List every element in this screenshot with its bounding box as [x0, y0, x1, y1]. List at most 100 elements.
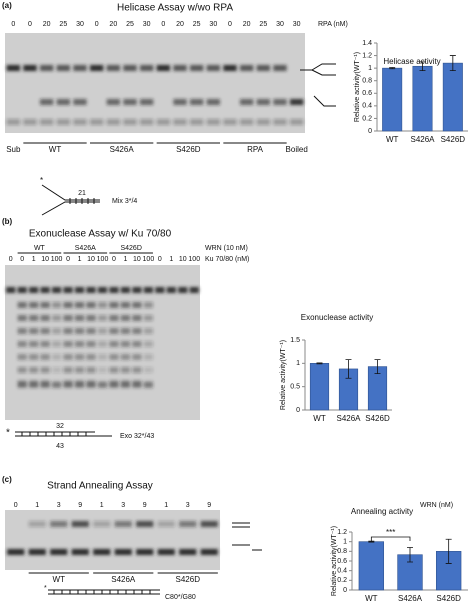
gel-band [178, 287, 188, 293]
lane-label: 30 [209, 21, 217, 28]
gel-bands [6, 65, 304, 125]
lane-label: 0 [9, 256, 13, 263]
gel-band [17, 287, 27, 293]
anneal-diagram [48, 589, 160, 595]
gel-band [29, 328, 39, 334]
group-label: Boiled [286, 145, 308, 154]
lane-label: 3 [57, 502, 61, 509]
error-bar [368, 540, 375, 543]
gel-band [29, 315, 39, 321]
strand-length: 43 [56, 443, 64, 450]
lane-label: 0 [11, 21, 15, 28]
error-bar [445, 538, 452, 564]
gel-band [86, 315, 96, 321]
gel-band [109, 287, 119, 293]
error-bar [345, 359, 352, 379]
lane-label: 9 [78, 502, 82, 509]
gel-band [74, 328, 85, 334]
gel-band [63, 302, 73, 308]
lane-label: 0 [14, 502, 18, 509]
gel-band [6, 119, 21, 125]
gel-band [223, 119, 237, 125]
gel-band [143, 328, 153, 334]
gel-band [155, 287, 165, 293]
gel-band [97, 382, 108, 388]
lane-label: 10 [133, 256, 141, 263]
y-tick-label: 1.2 [362, 52, 372, 59]
group-label: S426D [176, 145, 201, 154]
x-tick-label: WT [386, 135, 399, 144]
x-tick-label: S426D [365, 414, 390, 423]
lane-label: 0 [161, 21, 165, 28]
gel-band [52, 382, 62, 388]
y-tick-label: 0.4 [362, 103, 372, 110]
gel-band [120, 287, 131, 293]
marker: * [40, 176, 43, 185]
gel [5, 265, 200, 420]
lane-label: 20 [109, 21, 117, 28]
gel-band [97, 367, 108, 373]
gel-band [40, 315, 50, 321]
gel-band [17, 382, 27, 388]
panel-label: (b) [2, 217, 13, 226]
lane-label: 0 [66, 256, 70, 263]
gel-band [40, 119, 54, 125]
gel-band [256, 119, 270, 125]
gel-band [143, 302, 153, 308]
group-label: S426A [110, 145, 135, 154]
gel-band [109, 341, 119, 347]
y-tick-label: 1 [343, 539, 347, 546]
gel-band [173, 65, 187, 71]
panel-label: (c) [2, 475, 12, 484]
lane-label: 0 [95, 21, 99, 28]
group-label: S426A [111, 575, 136, 584]
gel-band [40, 302, 50, 308]
gel-band [143, 341, 153, 347]
gel-band [273, 65, 287, 71]
x-tick-label: S426D [436, 594, 461, 603]
group-label: Sub [6, 145, 21, 154]
lane-label: 0 [20, 256, 24, 263]
gel-band [86, 328, 96, 334]
exo-diagram [15, 431, 112, 437]
gel-band [143, 287, 153, 293]
gel-band [120, 302, 131, 308]
gel-band [157, 549, 175, 555]
gel-band [63, 367, 73, 373]
y-tick-label: 0.5 [290, 384, 300, 391]
gel-band [256, 65, 270, 71]
gel-band [120, 382, 131, 388]
substrate-name: Exo 32*/43 [120, 433, 154, 440]
gel-band [143, 354, 153, 360]
gel-band [71, 521, 89, 527]
gel-band [28, 549, 46, 555]
gel-band [6, 287, 16, 293]
gel-band [63, 382, 73, 388]
x-tick-label: WT [313, 414, 326, 423]
chart-title: Annealing activity [351, 507, 413, 516]
gel-band [86, 302, 96, 308]
gel-band [132, 367, 142, 373]
lane-label: 25 [59, 21, 67, 28]
gel-background [5, 510, 220, 570]
x-tick-label: S426A [336, 414, 361, 423]
bar [412, 65, 433, 132]
gel-band [200, 521, 218, 527]
bar [382, 67, 403, 132]
gel-band [93, 521, 111, 527]
gel-band [40, 367, 50, 373]
y-axis-label: Relative activity(WT⁻¹) [354, 52, 361, 122]
gel-band [63, 354, 73, 360]
lane-label: 30 [143, 21, 151, 28]
lane-label: 25 [193, 21, 201, 28]
gel-band [190, 99, 204, 105]
gel-band [93, 549, 111, 555]
gel-band [74, 354, 85, 360]
gel-band [132, 382, 142, 388]
gel-band [140, 119, 154, 125]
gel-band [120, 328, 131, 334]
gel-band [136, 521, 154, 527]
gel-band [109, 328, 119, 334]
lane-label: 25 [126, 21, 134, 28]
gel-band [52, 315, 62, 321]
